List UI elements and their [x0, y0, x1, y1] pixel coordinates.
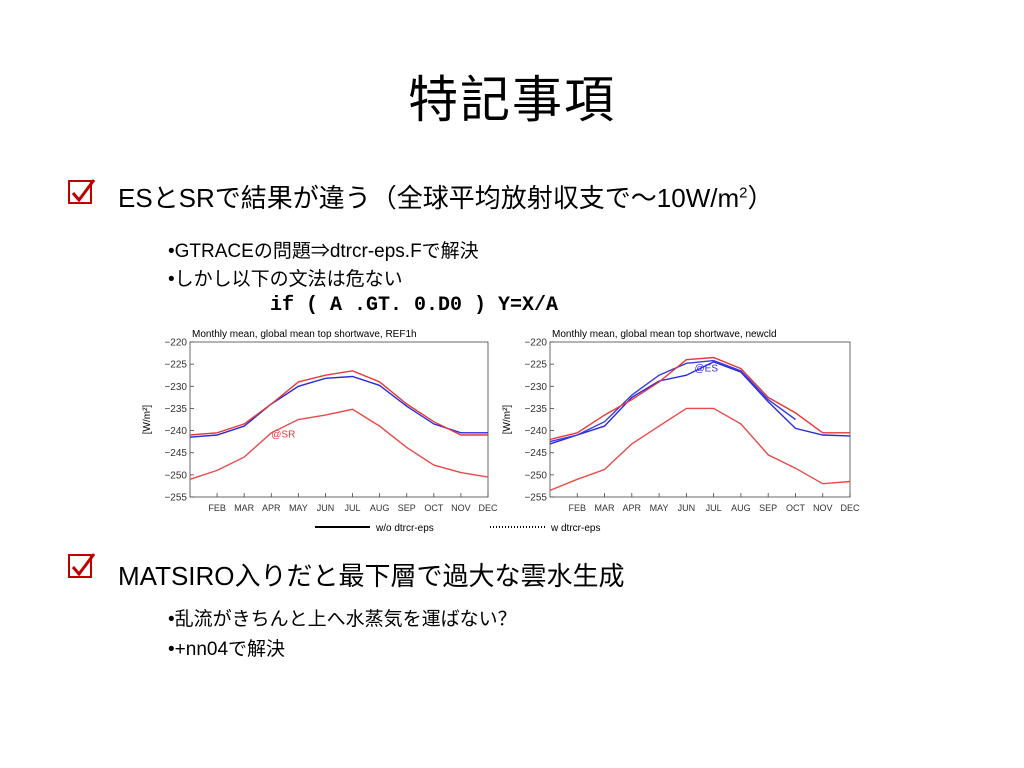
checkbox-icon	[68, 179, 96, 204]
x-tick-label: OCT	[424, 503, 444, 513]
x-tick-label: NOV	[813, 503, 833, 513]
series-line	[549, 407, 851, 492]
chart-frame	[549, 341, 851, 498]
y-tick-label: −240	[164, 426, 187, 437]
bullet-1-sup: 2	[739, 184, 748, 202]
bullet-1-text: ESとSRで結果が違う（全球平均放射収支で～10W/m	[118, 183, 740, 213]
chart-annotation: @ES	[695, 364, 719, 375]
x-tick-label: JUL	[345, 503, 361, 513]
x-tick-label: MAR	[234, 503, 255, 513]
x-tick-label: MAY	[650, 503, 669, 513]
x-tick-label: APR	[623, 503, 642, 513]
slide-title: 特記事項	[408, 71, 616, 129]
y-tick-label: −225	[164, 360, 187, 371]
bullet-1-sub-1: •GTRACEの問題⇒dtrcr-eps.Fで解決	[168, 241, 479, 262]
y-tick-label: −255	[164, 493, 187, 504]
bullet-1: ESとSRで結果が違う（全球平均放射収支で～10W/m2）	[118, 178, 774, 215]
x-tick-label: AUG	[731, 503, 751, 513]
x-tick-label: AUG	[370, 503, 390, 513]
y-tick-label: −245	[524, 448, 547, 459]
checkbox-icon	[68, 553, 96, 578]
legend-dotted-label: w dtrcr-eps	[550, 523, 600, 534]
y-tick-label: −235	[524, 404, 547, 415]
chart-frame	[189, 341, 489, 498]
code-line: if ( A .GT. 0.D0 ) Y=X/A	[270, 294, 559, 317]
x-tick-label: SEP	[759, 503, 777, 513]
x-tick-label: JUN	[317, 503, 335, 513]
x-tick-label: NOV	[451, 503, 471, 513]
chart-annotation: @SR	[271, 430, 295, 441]
x-tick-label: DEC	[478, 503, 498, 513]
y-tick-label: −250	[164, 470, 187, 481]
series-line	[549, 361, 851, 445]
series-line	[189, 408, 489, 480]
bullet-1-sub-2: •しかし以下の文法は危ない	[168, 269, 403, 290]
series-line	[189, 375, 488, 438]
bullet-2-text: MATSIRO入りだと最下層で過大な雲水生成	[118, 561, 625, 591]
bullet-1-close: ）	[747, 183, 774, 213]
chart-title: Monthly mean, global mean top shortwave,…	[192, 329, 417, 340]
y-tick-label: −220	[164, 338, 187, 349]
y-axis-label: [W/m²]	[502, 405, 513, 435]
x-tick-label: OCT	[786, 503, 806, 513]
chart-title: Monthly mean, global mean top shortwave,…	[552, 329, 777, 340]
y-tick-label: −230	[524, 382, 547, 393]
x-tick-label: FEB	[569, 503, 587, 513]
x-tick-label: JUL	[706, 503, 722, 513]
y-tick-label: −230	[164, 382, 187, 393]
y-tick-label: −250	[524, 470, 547, 481]
x-tick-label: DEC	[840, 503, 860, 513]
y-tick-label: −220	[524, 338, 547, 349]
x-tick-label: MAY	[289, 503, 308, 513]
series-line	[549, 359, 796, 443]
y-axis-label: [W/m²]	[142, 405, 153, 435]
x-tick-label: MAR	[595, 503, 616, 513]
charts-figure: Monthly mean, global mean top shortwave,…	[142, 329, 860, 513]
legend-solid-label: w/o dtrcr-eps	[375, 523, 434, 534]
bullet-2-sub-1: •乱流がきちんと上へ水蒸気を運ばない？	[168, 609, 517, 630]
x-tick-label: SEP	[398, 503, 416, 513]
legend: w/o dtrcr-eps w dtrcr-eps	[315, 523, 600, 534]
series-line	[189, 370, 488, 436]
y-tick-label: −225	[524, 360, 547, 371]
x-tick-label: JUN	[678, 503, 696, 513]
series-line	[549, 356, 850, 441]
x-tick-label: APR	[262, 503, 281, 513]
bullet-2-sub-2: •+nn04で解決	[168, 639, 286, 660]
y-tick-label: −245	[164, 448, 187, 459]
x-tick-label: FEB	[208, 503, 226, 513]
y-tick-label: −240	[524, 426, 547, 437]
y-tick-label: −235	[164, 404, 187, 415]
y-tick-label: −255	[524, 493, 547, 504]
